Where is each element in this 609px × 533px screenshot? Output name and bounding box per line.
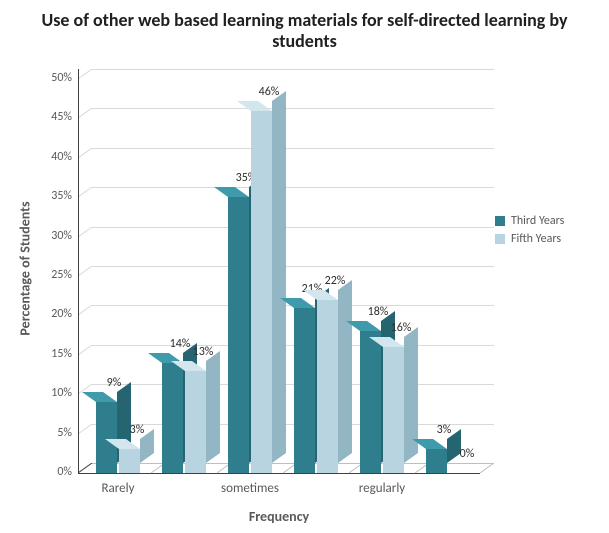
legend: Third Years Fifth Years [495,210,564,250]
gridline [92,266,494,267]
gridline-depth [78,69,94,81]
legend-item-0: Third Years [495,214,564,228]
legend-item-1: Fifth Years [495,232,564,246]
gridline-depth [78,227,94,239]
y-tick-label: 45% [34,110,72,124]
x-axis-title: Frequency [78,508,480,525]
bar [251,111,272,473]
gridline [92,384,494,385]
category-label: regularly [340,481,424,496]
data-label: 22% [321,274,349,288]
gridline [92,148,494,149]
bar-top [82,392,117,402]
data-label: 3% [123,423,151,437]
data-label: 9% [100,376,128,390]
bar-top [237,101,272,111]
bar [426,449,447,473]
gridline-depth [78,305,94,317]
data-label: 0% [453,447,481,461]
bar [96,402,117,473]
category-label: Rarely [76,481,160,496]
bar-side [272,91,286,463]
bar [294,308,315,473]
y-tick-label: 30% [34,229,72,243]
gridline [92,108,494,109]
floor-right-edge [480,463,496,475]
bar [317,300,338,473]
data-label: 13% [189,345,217,359]
y-tick-label: 15% [34,347,72,361]
floor-left-edge [78,463,94,475]
gridline-depth [78,266,94,278]
bar [360,331,381,473]
gridline-depth [78,148,94,160]
gridline [92,69,494,70]
bar [119,449,140,473]
gridline [92,187,494,188]
y-tick-label: 50% [34,71,72,85]
gridline [92,345,494,346]
data-label: 16% [387,321,415,335]
data-label: 46% [255,85,283,99]
bar-side [404,327,418,463]
y-tick-label: 25% [34,268,72,282]
y-tick-label: 10% [34,386,72,400]
y-tick-label: 20% [34,307,72,321]
y-tick-label: 0% [34,465,72,479]
bar [383,347,404,473]
legend-swatch-0 [495,216,505,226]
y-tick-label: 35% [34,189,72,203]
bar-side [206,351,220,463]
data-label: 18% [364,305,392,319]
gridline-depth [78,187,94,199]
bar [185,371,206,473]
legend-label-1: Fifth Years [511,232,561,246]
chart-title: Use of other web based learning material… [40,10,569,51]
gridline-depth [78,108,94,120]
bar-side [338,280,352,463]
y-axis-title: Percentage of Students [17,189,34,349]
y-tick-label: 5% [34,426,72,440]
bar-top [214,187,249,197]
legend-swatch-1 [495,234,505,244]
category-label: sometimes [208,481,292,496]
gridline-depth [78,345,94,357]
gridline-depth [78,424,94,436]
bar [162,363,183,473]
chart-container: Use of other web based learning material… [0,0,609,533]
y-tick-label: 40% [34,150,72,164]
legend-label-0: Third Years [511,214,564,228]
data-label: 3% [430,423,458,437]
bar [228,197,249,473]
y-axis-line [78,69,79,473]
gridline [92,227,494,228]
